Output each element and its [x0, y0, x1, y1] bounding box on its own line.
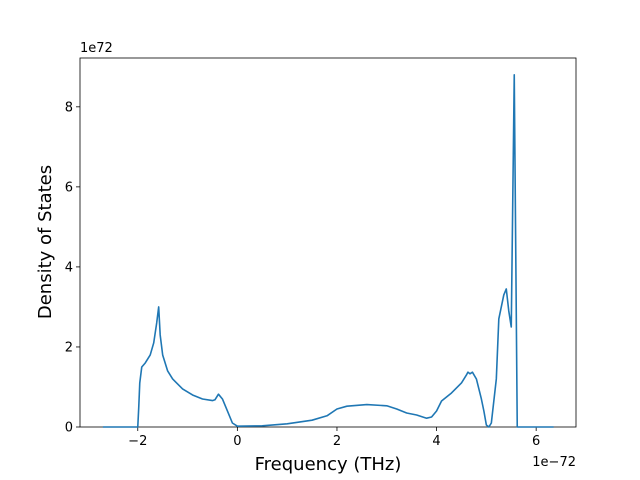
y-axis-label: Density of States: [35, 165, 56, 319]
y-tick-label: 8: [65, 100, 73, 115]
x-tick-label: −2: [128, 434, 147, 449]
dos-line: [102, 74, 554, 428]
x-offset-label: 1e−72: [532, 455, 576, 470]
y-tick-label: 2: [65, 340, 73, 355]
x-tick-label: 2: [333, 434, 341, 449]
y-tick-label: 6: [65, 180, 73, 195]
y-tick-label: 4: [65, 260, 73, 275]
y-tick-label: 0: [65, 421, 73, 436]
x-axis-label: Frequency (THz): [255, 454, 402, 475]
x-tick-label: 0: [233, 434, 241, 449]
x-tick-label: 4: [432, 434, 440, 449]
y-offset-label: 1e72: [80, 41, 113, 56]
plot-frame: [79, 57, 577, 428]
x-tick-label: 6: [532, 434, 540, 449]
